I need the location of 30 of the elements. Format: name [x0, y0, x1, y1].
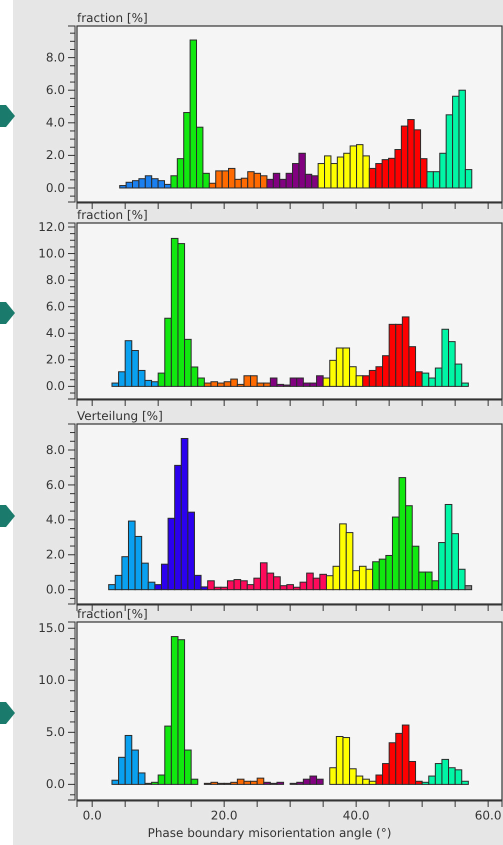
y-tick-label: 0.0	[46, 582, 65, 597]
y-tick-label: 0.0	[46, 180, 65, 195]
y-tick-label: 10.0	[38, 246, 65, 260]
y-tick-label: 5.0	[46, 725, 65, 740]
y-tick-label: 12.0	[38, 220, 65, 234]
x-tick-label: 0.0	[82, 808, 102, 823]
y-tick-label: 2.0	[46, 548, 65, 562]
y-tick-label: 8.0	[46, 272, 65, 287]
y-axis-title: fraction [%]	[77, 208, 148, 222]
y-tick-label: 15.0	[38, 621, 65, 636]
y-tick-label: 6.0	[46, 83, 65, 98]
y-tick-label: 4.0	[46, 512, 65, 527]
y-tick-label: 0.0	[46, 777, 65, 792]
y-tick-label: 0.0	[46, 379, 65, 394]
x-tick-label: 60.0	[474, 808, 502, 823]
y-tick-label: 10.0	[38, 673, 65, 688]
y-tick-label: 2.0	[46, 148, 65, 162]
y-tick-label: 6.0	[46, 478, 65, 492]
y-tick-label: 4.0	[46, 116, 65, 130]
y-tick-label: 2.0	[46, 352, 65, 367]
y-axis-title: fraction [%]	[77, 607, 148, 621]
x-axis-title: Phase boundary misorientation angle (°)	[148, 826, 392, 840]
x-tick-label: 20.0	[210, 808, 238, 823]
x-tick-label: 40.0	[342, 808, 370, 823]
y-tick-label: 6.0	[46, 300, 65, 314]
y-axis-title: fraction [%]	[77, 11, 148, 25]
y-tick-label: 4.0	[46, 326, 65, 340]
y-axis-title: Verteilung [%]	[77, 409, 163, 423]
y-tick-label: 8.0	[46, 442, 65, 457]
y-tick-label: 8.0	[46, 50, 65, 64]
